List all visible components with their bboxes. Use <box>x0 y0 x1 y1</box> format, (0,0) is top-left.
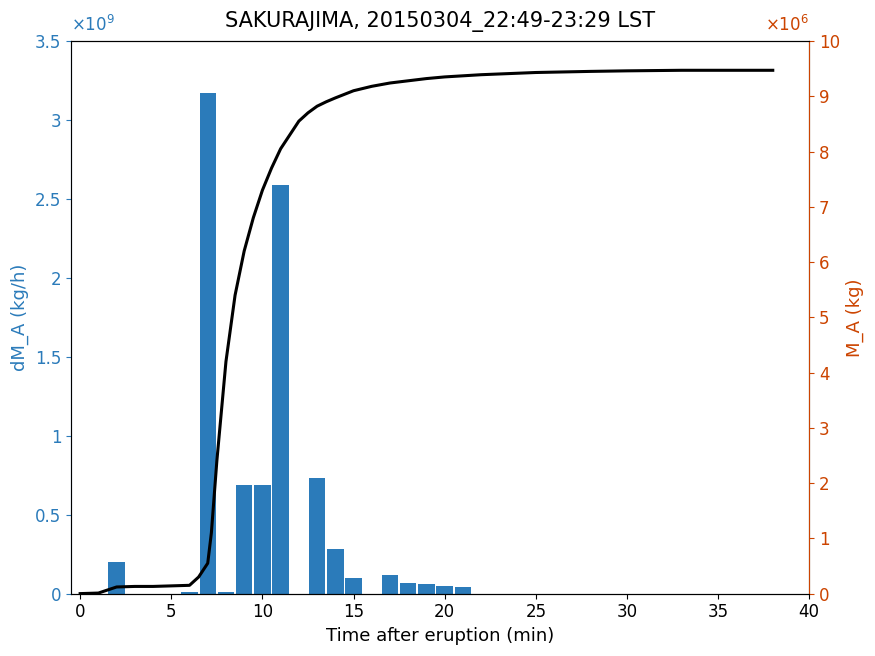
Y-axis label: M_A (kg): M_A (kg) <box>845 278 864 357</box>
Bar <box>346 578 361 594</box>
Bar <box>327 550 344 594</box>
Bar <box>236 485 252 594</box>
Bar <box>255 485 270 594</box>
Bar <box>272 185 289 594</box>
Bar <box>400 583 416 594</box>
Y-axis label: dM_A (kg/h): dM_A (kg/h) <box>11 264 30 371</box>
Title: SAKURAJIMA, 20150304_22:49-23:29 LST: SAKURAJIMA, 20150304_22:49-23:29 LST <box>225 11 655 32</box>
X-axis label: Time after eruption (min): Time after eruption (min) <box>326 627 554 645</box>
Bar <box>382 575 398 594</box>
Text: $\times10^9$: $\times10^9$ <box>71 15 115 35</box>
Bar <box>437 586 453 594</box>
Text: $\times10^6$: $\times10^6$ <box>766 15 809 35</box>
Bar <box>218 592 234 594</box>
Bar <box>200 93 216 594</box>
Bar <box>309 478 326 594</box>
Bar <box>181 592 198 594</box>
Bar <box>108 562 125 594</box>
Bar <box>418 584 435 594</box>
Bar <box>455 587 471 594</box>
